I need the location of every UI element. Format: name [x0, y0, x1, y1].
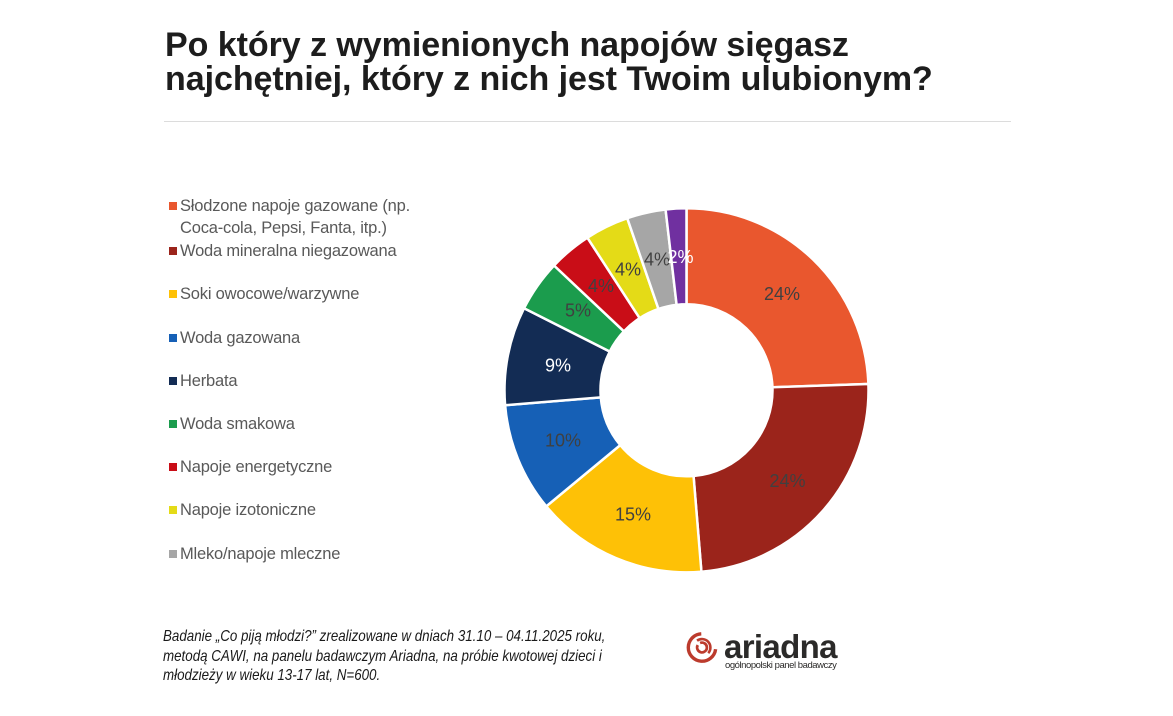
svg-text:4%: 4%: [644, 250, 670, 270]
svg-text:2%: 2%: [667, 247, 693, 267]
svg-text:5%: 5%: [565, 301, 591, 321]
svg-text:4%: 4%: [588, 276, 614, 296]
svg-text:15%: 15%: [615, 505, 651, 525]
svg-text:10%: 10%: [545, 431, 581, 451]
svg-text:24%: 24%: [769, 471, 805, 491]
svg-text:4%: 4%: [615, 260, 641, 280]
svg-text:24%: 24%: [764, 284, 800, 304]
svg-text:9%: 9%: [545, 356, 571, 376]
